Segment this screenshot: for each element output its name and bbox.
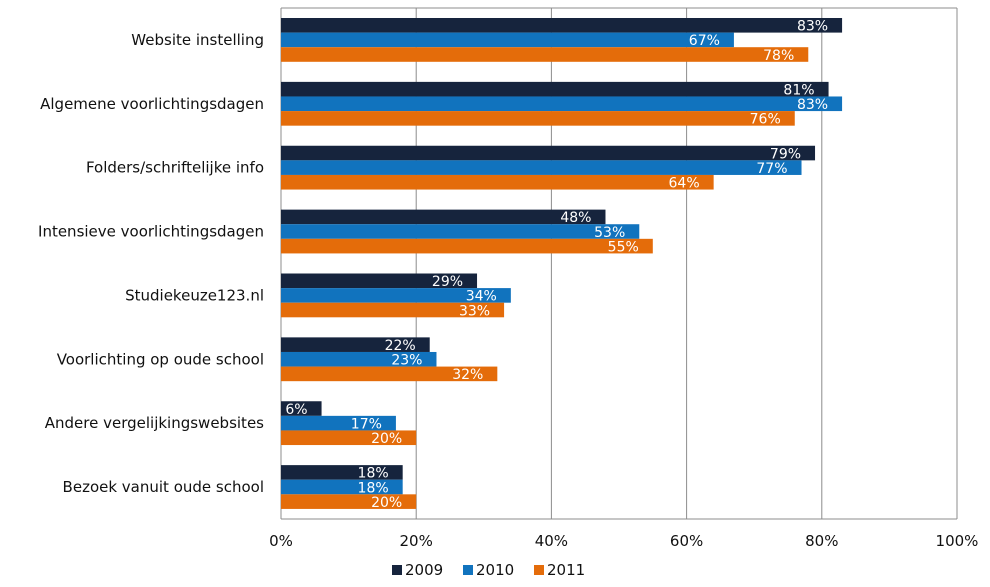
data-label: 22% bbox=[385, 338, 416, 354]
data-label: 83% bbox=[797, 97, 828, 113]
bar-2010 bbox=[281, 32, 734, 48]
bar-2011 bbox=[281, 238, 653, 254]
bar-2009 bbox=[281, 209, 606, 225]
data-labels: 83%67%78%81%83%76%79%77%64%48%53%55%29%3… bbox=[285, 19, 828, 511]
bar-2010 bbox=[281, 96, 843, 112]
data-label: 67% bbox=[689, 33, 720, 49]
bar-2009 bbox=[281, 145, 816, 161]
data-label: 33% bbox=[459, 303, 490, 319]
data-label: 32% bbox=[452, 367, 483, 383]
bar-2010 bbox=[281, 160, 802, 175]
x-axis-ticks: 0% 20% 40% 60% 80% 100% bbox=[269, 532, 978, 550]
data-label: 17% bbox=[351, 416, 382, 432]
data-label: 20% bbox=[371, 431, 402, 447]
category-label: Folders/schriftelijke info bbox=[86, 159, 264, 177]
data-label: 18% bbox=[358, 466, 389, 482]
category-label: Algemene voorlichtingsdagen bbox=[40, 95, 264, 113]
data-label: 23% bbox=[391, 353, 422, 369]
data-label: 6% bbox=[285, 402, 307, 418]
bar-2010 bbox=[281, 288, 511, 303]
bar-2011 bbox=[281, 111, 795, 126]
data-label: 81% bbox=[783, 82, 814, 98]
bar-2011 bbox=[281, 494, 417, 509]
data-label: 18% bbox=[358, 480, 389, 496]
data-label: 55% bbox=[608, 239, 639, 255]
data-label: 29% bbox=[432, 274, 463, 290]
category-labels: Website instelling Algemene voorlichtings… bbox=[38, 31, 264, 496]
legend-label: 2011 bbox=[547, 561, 585, 579]
bar-2010 bbox=[281, 479, 403, 495]
bar-2009 bbox=[281, 337, 430, 352]
bar-2011 bbox=[281, 174, 714, 190]
data-label: 48% bbox=[560, 210, 591, 226]
data-label: 83% bbox=[797, 19, 828, 35]
data-label: 34% bbox=[466, 289, 497, 305]
bar-2009 bbox=[281, 273, 478, 289]
x-tick-label: 80% bbox=[805, 532, 838, 550]
legend-label: 2009 bbox=[405, 561, 443, 579]
bar-2011 bbox=[281, 302, 505, 318]
category-label: Studiekeuze123.nl bbox=[125, 286, 264, 304]
data-label: 79% bbox=[770, 146, 801, 162]
category-label: Intensieve voorlichtingsdagen bbox=[38, 223, 264, 241]
data-label: 64% bbox=[669, 176, 700, 192]
category-label: Bezoek vanuit oude school bbox=[63, 478, 264, 496]
legend: 2009 2010 2011 bbox=[392, 561, 585, 579]
bar-2009 bbox=[281, 401, 322, 416]
bar-2009 bbox=[281, 18, 843, 33]
legend-swatch-2011 bbox=[534, 565, 544, 575]
category-label: Voorlichting op oude school bbox=[57, 350, 264, 368]
bar-2011 bbox=[281, 47, 809, 62]
bar-2009 bbox=[281, 81, 829, 97]
bar-2009 bbox=[281, 465, 403, 480]
x-tick-label: 0% bbox=[269, 532, 293, 550]
legend-label: 2010 bbox=[476, 561, 514, 579]
data-label: 20% bbox=[371, 495, 402, 511]
x-tick-label: 100% bbox=[936, 532, 979, 550]
data-label: 76% bbox=[750, 112, 781, 128]
bar-2011 bbox=[281, 366, 498, 382]
bar-2010 bbox=[281, 351, 437, 367]
data-label: 53% bbox=[594, 225, 625, 241]
bar-2011 bbox=[281, 430, 417, 446]
x-tick-label: 40% bbox=[535, 532, 568, 550]
bar-2010 bbox=[281, 224, 640, 239]
bar-2010 bbox=[281, 415, 396, 431]
data-label: 77% bbox=[756, 161, 787, 177]
category-label: Andere vergelijkingswebsites bbox=[45, 414, 264, 432]
x-tick-label: 20% bbox=[400, 532, 433, 550]
bars bbox=[281, 18, 843, 509]
category-label: Website instelling bbox=[131, 31, 264, 49]
data-label: 78% bbox=[763, 48, 794, 64]
legend-swatch-2009 bbox=[392, 565, 402, 575]
legend-swatch-2010 bbox=[463, 565, 473, 575]
x-tick-label: 60% bbox=[670, 532, 703, 550]
